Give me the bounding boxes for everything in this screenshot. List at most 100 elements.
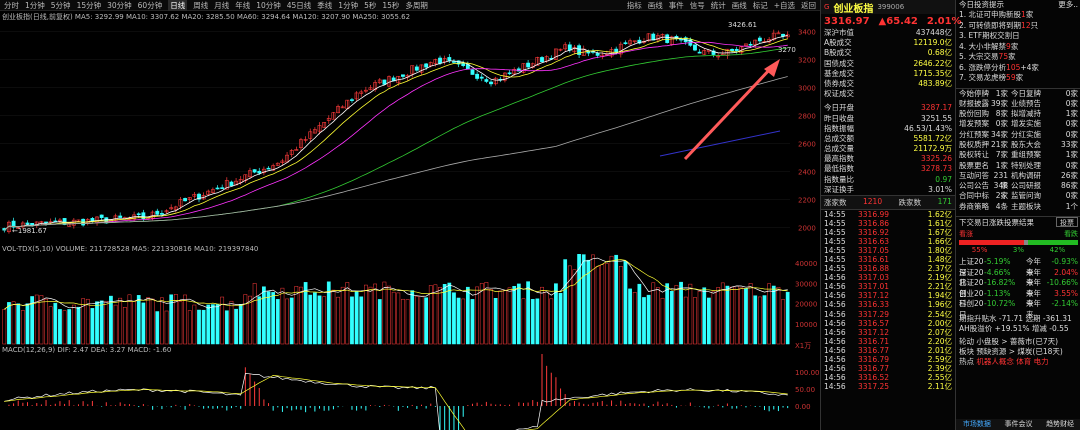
toolbar-action[interactable]: 返回 bbox=[801, 0, 816, 10]
bottom-tab[interactable]: 市场数据 bbox=[962, 420, 991, 428]
ah-premium: AH股溢价 +19.51% 增减 -0.55 bbox=[959, 323, 1069, 333]
period-tab[interactable]: 45日线 bbox=[286, 0, 312, 10]
event-label: 增发预案 bbox=[959, 119, 989, 129]
period-tab[interactable]: 30分钟 bbox=[107, 0, 132, 10]
toolbar-action[interactable]: 信号 bbox=[689, 0, 705, 10]
event-stat-row[interactable]: 公司公告 348家 公司研报 86家 bbox=[956, 181, 1080, 200]
event-count: 0家 bbox=[1065, 129, 1078, 139]
event-stat-row[interactable]: 股票更名 1家 特别处理 0家 bbox=[956, 161, 1080, 171]
period-tab[interactable]: 10分钟 bbox=[256, 0, 281, 10]
tick-time: 14:56 bbox=[824, 282, 846, 292]
period-tab[interactable]: 15秒 bbox=[382, 0, 400, 10]
period-tab[interactable]: 分时 bbox=[4, 0, 19, 10]
volume-bar bbox=[656, 287, 660, 345]
tip-item[interactable]: 7. 交易龙虎榜59家 bbox=[956, 73, 1080, 84]
volume-legend: VOL-TDX(5,10) VOLUME: 211728528 MA5: 221… bbox=[2, 245, 259, 253]
candle-body bbox=[693, 44, 697, 51]
toolbar-action[interactable]: 统计 bbox=[710, 0, 726, 10]
candle-body bbox=[470, 69, 475, 75]
volume-bar bbox=[25, 303, 30, 345]
hotspot-topics[interactable]: 机器人概念 体育 电力 bbox=[976, 356, 1049, 366]
volume-bar bbox=[707, 297, 711, 345]
period-tab[interactable]: 5秒 bbox=[364, 0, 377, 10]
event-stat-row[interactable]: 分红预案 34家 分红实施 0家 bbox=[956, 130, 1080, 140]
period-tab[interactable]: 月线 bbox=[214, 0, 230, 10]
stat-value: 5581.72亿 bbox=[913, 133, 952, 143]
bottom-tab[interactable]: 事件会议 bbox=[1004, 420, 1033, 428]
tick-row: 14:56 3316.79 2.59亿 bbox=[821, 355, 955, 364]
index-name[interactable]: 创业板指 bbox=[833, 3, 874, 15]
stat-label: 最低指数 bbox=[824, 164, 854, 174]
volume-bar bbox=[350, 296, 354, 345]
period-tab[interactable]: 周线 bbox=[193, 0, 209, 10]
toolbar-action[interactable]: 指标 bbox=[626, 0, 642, 10]
period-tab[interactable]: 1分钟 bbox=[25, 0, 45, 10]
price-axis-label: 2000 bbox=[798, 224, 816, 232]
volume-bar bbox=[730, 286, 734, 345]
event-stat-row[interactable]: 股权质押 21家 股东大会 33家 bbox=[956, 140, 1080, 150]
event-stat-row[interactable]: 增发预案 0家 增发实施 0家 bbox=[956, 119, 1080, 129]
stat-row: 指数振幅 46.53/1.43% bbox=[821, 124, 955, 134]
toolbar-action[interactable]: 标记 bbox=[752, 0, 768, 10]
tip-item[interactable]: 1. 北证可申购新股1家 bbox=[956, 10, 1080, 21]
decline-label: 跌家数 bbox=[898, 198, 922, 207]
volume-bar bbox=[757, 296, 762, 345]
event-label: 特别处理 bbox=[1011, 160, 1041, 170]
tick-row: 14:55 3316.99 1.62亿 bbox=[821, 210, 955, 219]
period-tab[interactable]: 多周期 bbox=[405, 0, 428, 10]
event-stat-row[interactable]: 股权转让 7家 重组预案 1家 bbox=[956, 150, 1080, 160]
candle-body bbox=[317, 125, 322, 132]
volume-bar bbox=[331, 289, 336, 345]
period-tab[interactable]: 1分钟 bbox=[338, 0, 359, 10]
tick-volume: 2.37亿 bbox=[927, 264, 952, 274]
volume-bar bbox=[405, 299, 410, 345]
volume-bar bbox=[605, 263, 609, 345]
vote-button[interactable]: 投票 bbox=[1056, 217, 1078, 228]
tick-price: 3316.86 bbox=[858, 219, 890, 229]
candle-body bbox=[618, 43, 623, 55]
event-stat-row[interactable]: 股份回购 8家 拟增减持 1家 bbox=[956, 109, 1080, 119]
toolbar-action[interactable]: 画线 bbox=[647, 0, 663, 10]
volume-bar bbox=[252, 283, 257, 345]
volume-bar bbox=[113, 304, 118, 345]
volume-bar bbox=[693, 297, 697, 345]
event-stat-row[interactable]: 券商策略 4条 主题板块 1个 bbox=[956, 202, 1080, 212]
tip-item[interactable]: 3. ETF期权交割日 bbox=[956, 31, 1080, 42]
toolbar-action[interactable]: 事件 bbox=[668, 0, 684, 10]
candle-body bbox=[25, 222, 30, 225]
event-stat-row[interactable]: 今始停牌 1家 今日复牌 0家 bbox=[956, 89, 1080, 99]
event-stat-row[interactable]: 财报披露 39家 业绩预告 0家 bbox=[956, 99, 1080, 109]
candle-body bbox=[507, 72, 512, 75]
candlestick-chart[interactable]: 3400 3200 3000 2800 2600 2400 2200 2000 3426.61 ←… bbox=[0, 11, 820, 239]
tip-item[interactable]: 4. 大小非解禁9家 bbox=[956, 42, 1080, 53]
tip-item[interactable]: 2. 可转债即将到期12只 bbox=[956, 21, 1080, 32]
candle-body bbox=[655, 35, 660, 41]
stat-row: 总成交额 5581.72亿 bbox=[821, 134, 955, 144]
bottom-tab[interactable]: 趋势财经 bbox=[1046, 420, 1075, 428]
candle-body bbox=[248, 170, 252, 178]
candle-body bbox=[141, 212, 146, 220]
toolbar-action[interactable]: +自选 bbox=[773, 0, 795, 10]
period-tab[interactable]: 年线 bbox=[235, 0, 251, 10]
chart-area[interactable]: 创业板指(日线,前复权) MA5: 3292.99 MA10: 3307.62 … bbox=[0, 11, 820, 430]
candle-body bbox=[280, 160, 285, 164]
event-stat-row[interactable]: 合同中标 2家 监管问询 0家 bbox=[956, 191, 1080, 201]
period-tab[interactable]: 60分钟 bbox=[137, 0, 163, 10]
volume-chart[interactable]: 40000 30000 20000 10000 X1万 bbox=[0, 254, 820, 349]
tip-item[interactable]: 5. 大宗交易75家 bbox=[956, 52, 1080, 63]
tip-item[interactable]: 6. 涨跌停分析105+4家 bbox=[956, 63, 1080, 74]
tips-more-link[interactable]: 更多.. bbox=[1058, 0, 1078, 9]
toolbar-action[interactable]: 画线 bbox=[731, 0, 747, 10]
period-tab[interactable]: 日线 bbox=[168, 0, 188, 11]
period-tab[interactable]: 季线 bbox=[317, 0, 333, 10]
advance-decline-bar: 涨家数 1210 跌家数 171 bbox=[821, 195, 955, 210]
period-tab[interactable]: 15分钟 bbox=[76, 0, 102, 10]
tick-list[interactable]: 14:55 3316.99 1.62亿 14:55 3316.86 1.61亿 14:55 3… bbox=[821, 210, 955, 391]
period-tab[interactable]: 5分钟 bbox=[50, 0, 71, 10]
tick-volume: 1.94亿 bbox=[927, 291, 952, 301]
volume-axis-label: 40000 bbox=[795, 260, 817, 268]
volume-bar bbox=[48, 306, 53, 345]
macd-chart[interactable]: 100.00 50.00 0.00 bbox=[0, 354, 820, 430]
event-stat-row[interactable]: 互动问答 231家 机构调研 26家 bbox=[956, 171, 1080, 190]
volume-bar bbox=[285, 298, 289, 345]
